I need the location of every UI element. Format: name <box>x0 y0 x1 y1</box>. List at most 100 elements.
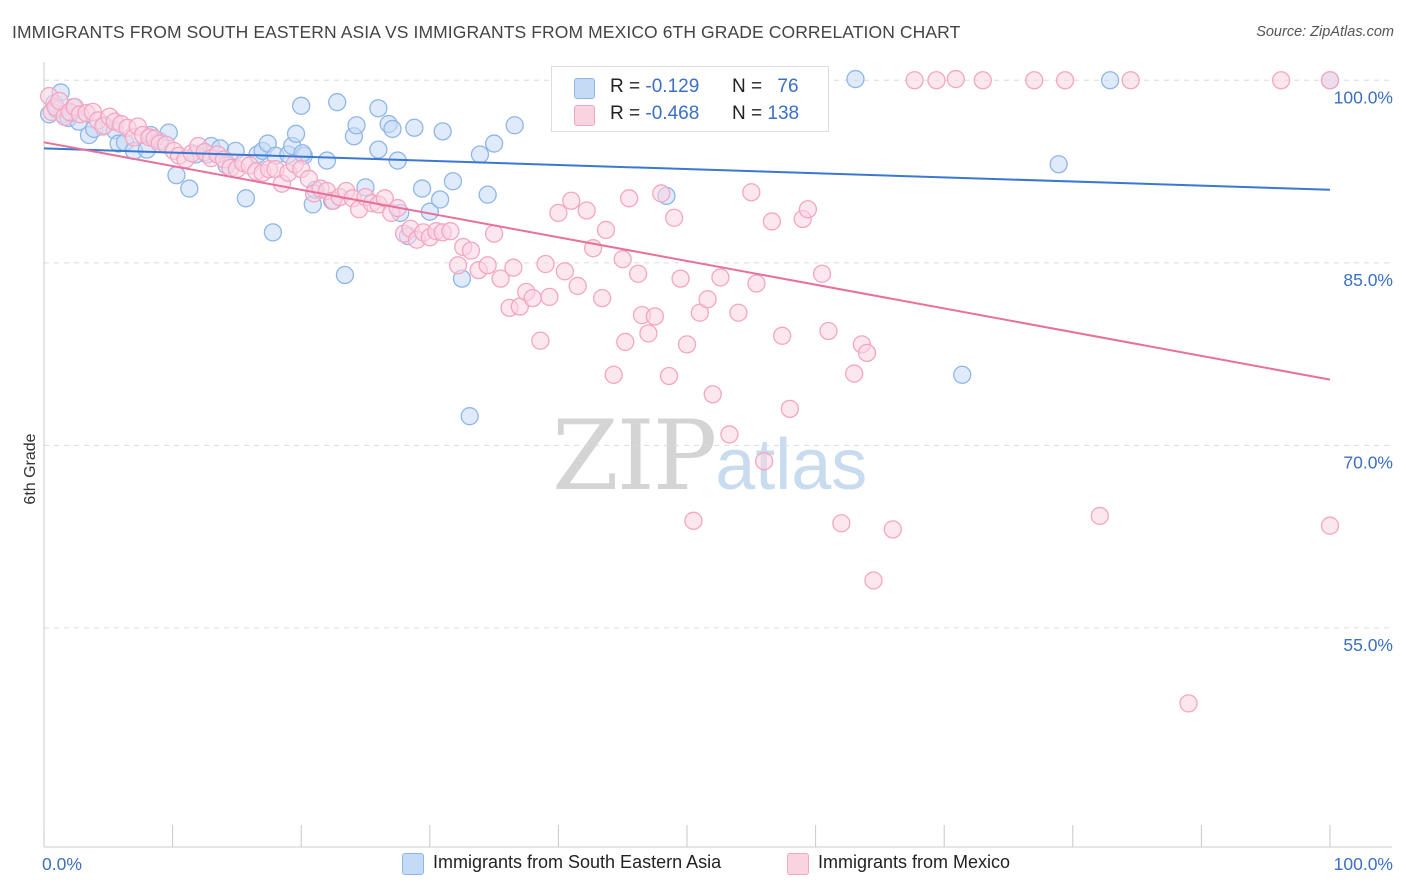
mexico-point <box>703 385 722 404</box>
mexico-point <box>798 200 818 219</box>
sea-point <box>180 179 199 198</box>
y-tick-label: 85.0% <box>1343 270 1393 290</box>
mexico-point <box>568 276 587 296</box>
mexico-point <box>780 399 800 419</box>
sea-point <box>443 172 463 191</box>
x-tick-label: 0.0% <box>42 854 82 874</box>
sea-point <box>369 99 388 118</box>
legend-row-mexico: R = -0.468 N = 138 <box>552 101 828 129</box>
sea-point <box>478 185 497 204</box>
mexico-point <box>729 303 748 322</box>
mexico-point <box>478 256 497 275</box>
watermark-atlas: atlas <box>715 425 868 505</box>
legend-swatch-sea <box>402 853 424 875</box>
mexico-point <box>1090 506 1109 526</box>
mexico-point <box>905 71 924 90</box>
legend-n-label: N = <box>732 76 763 97</box>
mexico-point <box>659 366 679 386</box>
sea-point <box>433 122 452 141</box>
watermark: ZIPatlas <box>552 400 867 512</box>
legend-r-mexico: R = -0.468 <box>610 103 699 125</box>
mexico-point <box>540 287 559 307</box>
mexico-point <box>927 71 946 90</box>
mexico-point <box>616 332 635 352</box>
mexico-point <box>832 514 851 533</box>
mexico-point <box>652 184 671 203</box>
mexico-point <box>619 189 639 208</box>
legend-r-value: -0.129 <box>645 76 700 97</box>
sea-point <box>1100 71 1120 90</box>
sea-point <box>405 118 424 137</box>
watermark-zip: ZIP <box>552 400 717 512</box>
legend-n-value: 76 <box>777 76 799 97</box>
sea-point <box>846 69 865 89</box>
mexico-point <box>1179 694 1198 713</box>
mexico-point <box>677 335 697 354</box>
mexico-point <box>639 324 658 343</box>
legend-label-sea: Immigrants from South Eastern Asia <box>433 852 722 872</box>
sea-point <box>412 179 432 198</box>
sea-point <box>317 151 337 170</box>
mexico-point <box>1121 71 1140 90</box>
mexico-point <box>946 69 965 89</box>
mexico-point <box>664 208 684 227</box>
stats-legend: R = -0.129 N = 76 R = -0.468 N = 138 <box>551 66 829 132</box>
legend-r-sea: R = -0.129 <box>610 76 699 98</box>
mexico-point <box>628 264 648 283</box>
source-label: Source: ZipAtlas.com <box>1256 24 1394 40</box>
mexico-point <box>684 511 703 530</box>
x-tick-label: 100.0% <box>1334 854 1393 874</box>
mexico-point <box>755 452 774 471</box>
mexico-point <box>461 241 481 260</box>
mexico-point <box>857 343 877 363</box>
mexico-point <box>812 264 832 283</box>
mexico-point <box>747 274 766 293</box>
legend-r-label: R = <box>610 76 641 97</box>
mexico-point <box>1025 71 1044 90</box>
sea-point <box>328 93 347 112</box>
sea-point <box>430 190 450 209</box>
legend-row-sea: R = -0.129 N = 76 <box>552 74 828 102</box>
y-tick-label: 70.0% <box>1343 452 1393 472</box>
sea-point <box>470 145 490 164</box>
mexico-point <box>1320 71 1340 90</box>
mexico-point <box>762 212 782 231</box>
mexico-point <box>555 262 574 281</box>
series-legend: Immigrants from South Eastern Asia Immig… <box>0 851 1406 877</box>
mexico-point <box>491 269 510 288</box>
mexico-point <box>1055 71 1075 90</box>
mexico-trend-line <box>43 141 1331 381</box>
legend-swatch-sea <box>574 78 595 99</box>
legend-n-label: N = <box>732 103 763 124</box>
sea-point <box>460 407 479 426</box>
legend-r-label: R = <box>610 103 641 124</box>
sea-point <box>335 265 355 285</box>
mexico-point <box>504 258 523 277</box>
sea-point <box>505 116 524 135</box>
mexico-point <box>562 191 581 210</box>
legend-r-value: -0.468 <box>645 103 700 124</box>
mexico-point <box>883 520 902 539</box>
sea-point <box>292 96 311 115</box>
y-tick-labels: 100.0% 85.0% 70.0% 55.0% <box>1334 87 1393 655</box>
sea-point <box>383 119 402 139</box>
legend-n-sea: N = 76 <box>732 76 799 98</box>
legend-label-mexico: Immigrants from Mexico <box>818 852 1011 872</box>
mexico-point <box>671 269 690 288</box>
x-ticks <box>43 825 1331 847</box>
mexico-point <box>441 222 460 241</box>
sea-point <box>167 166 186 185</box>
trend-lines <box>43 141 1331 381</box>
mexico-point <box>1271 71 1291 90</box>
mexico-point <box>536 254 555 274</box>
mexico-point <box>773 326 792 345</box>
y-tick-label: 100.0% <box>1334 87 1393 107</box>
mexico-point <box>577 201 596 220</box>
legend-swatch-mexico <box>787 853 809 875</box>
sea-point <box>347 116 366 135</box>
mexico-point <box>864 571 883 590</box>
mexico-point <box>698 290 717 309</box>
axes <box>43 62 1392 848</box>
series-mexico-points <box>39 69 1340 713</box>
sea-point <box>369 140 388 159</box>
